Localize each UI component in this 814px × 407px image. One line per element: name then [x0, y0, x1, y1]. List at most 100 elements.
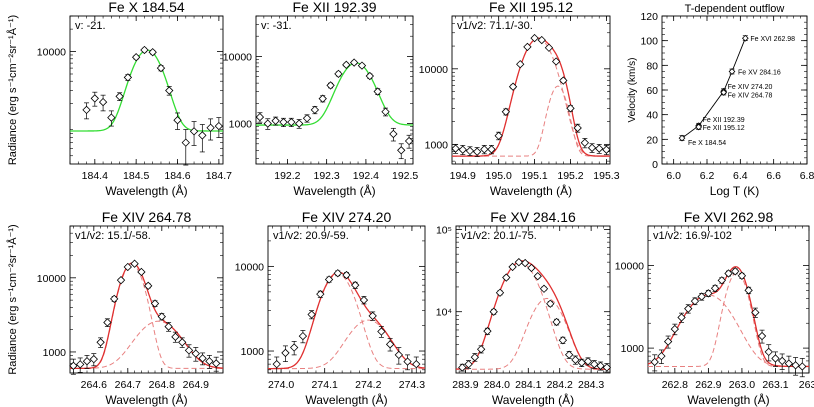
data-point	[173, 112, 182, 130]
fit-component-curve	[648, 294, 809, 367]
x-tick-label: 263.	[799, 379, 814, 391]
x-tick-label: 262.9	[695, 379, 721, 391]
data-point	[82, 102, 91, 120]
diamond-marker	[764, 347, 773, 357]
data-point	[483, 327, 492, 336]
data-point	[298, 330, 308, 344]
data-point	[334, 69, 343, 79]
data-point	[307, 310, 316, 320]
plot-frame	[69, 15, 224, 165]
data-point	[751, 307, 760, 318]
diamond-marker	[501, 107, 511, 116]
data-point	[403, 354, 412, 371]
diamond-marker	[495, 288, 505, 297]
data-point	[181, 129, 190, 166]
y-tick-label: 60	[646, 85, 658, 97]
fit-total-curve	[70, 49, 223, 132]
diamond-marker	[130, 259, 139, 268]
x-tick-label: 284.0	[484, 379, 510, 391]
diamond-marker	[494, 131, 503, 140]
data-point	[678, 134, 686, 142]
diamond-marker	[720, 89, 728, 96]
data-point	[530, 33, 539, 43]
diamond-marker	[595, 144, 604, 153]
diamond-marker	[377, 327, 386, 336]
diamond-marker	[82, 357, 92, 366]
diamond-marker	[508, 262, 517, 272]
diamond-marker	[544, 43, 554, 52]
diamond-marker	[558, 336, 568, 345]
diamond-marker	[131, 53, 141, 62]
diamond-marker	[724, 269, 733, 278]
diamond-marker	[69, 361, 78, 370]
diamond-marker	[602, 145, 611, 154]
chart-title: Fe X 184.54	[108, 0, 184, 15]
data-point	[107, 110, 116, 127]
data-point	[98, 94, 108, 112]
data-point	[116, 275, 126, 285]
point-label: Fe XIV 274.20	[728, 84, 773, 91]
data-point	[559, 76, 568, 85]
diamond-marker	[677, 313, 686, 322]
diamond-marker	[670, 324, 679, 334]
data-point	[389, 127, 398, 142]
panel-fe-xii-195: Fe XII 195.12 v1/v2: 71.1/-30. 194.9 195.0 1…	[419, 0, 620, 198]
data-point	[164, 322, 173, 332]
diamond-marker	[310, 105, 320, 115]
diamond-marker	[137, 267, 146, 277]
diamond-marker	[590, 360, 599, 369]
diamond-marker	[302, 114, 312, 123]
x-tick-label: 195.0	[486, 170, 512, 182]
fit-total-curve	[452, 37, 610, 157]
data-point	[368, 311, 377, 321]
diamond-marker	[551, 57, 561, 66]
diamond-marker	[487, 145, 496, 154]
diamond-marker	[470, 353, 480, 362]
x-tick-label: 192.3	[314, 170, 340, 182]
x-axis-label: Wavelength (Å)	[305, 392, 387, 407]
data-point	[316, 289, 325, 299]
diamond-marker	[523, 42, 532, 52]
diamond-marker	[580, 138, 590, 147]
data-point	[89, 353, 98, 367]
velocity-annotation: v: -31.	[261, 20, 292, 32]
y-tick-label: 80	[646, 60, 658, 72]
diamond-marker	[342, 60, 351, 69]
y-tick-label: 10000	[235, 261, 264, 273]
diamond-marker	[181, 138, 190, 147]
diamond-marker	[290, 343, 299, 352]
diamond-marker	[476, 345, 486, 354]
x-tick-label: 263.1	[762, 379, 788, 391]
data-point	[566, 104, 575, 113]
fit-component-curve	[70, 264, 223, 369]
y-tick-label: 1000	[425, 139, 449, 151]
diamond-marker	[98, 97, 108, 107]
data-point	[684, 304, 693, 314]
plot-frame	[267, 225, 426, 374]
data-point	[571, 355, 580, 365]
diamond-marker	[148, 48, 157, 57]
diamond-marker	[189, 127, 199, 136]
diamond-marker	[465, 146, 475, 156]
data-point	[178, 337, 187, 348]
data-point	[397, 143, 406, 160]
x-tick-label: 284.1	[515, 379, 541, 391]
diamond-marker	[173, 116, 182, 125]
diamond-marker	[744, 286, 753, 295]
data-point	[724, 269, 733, 278]
diamond-marker	[539, 284, 549, 293]
diamond-marker	[316, 289, 325, 299]
data-point	[539, 284, 549, 293]
panel-fe-xvi-262: Fe XVI 262.98 v1/v2: 16.9/-102 262.8 262.9 2…	[615, 209, 814, 407]
data-point	[148, 48, 157, 57]
diamond-marker	[757, 331, 767, 341]
data-point	[508, 82, 518, 91]
x-tick-label: 184.6	[164, 170, 190, 182]
diamond-marker	[359, 295, 369, 305]
diamond-marker	[263, 119, 272, 128]
x-axis-label: Wavelength (Å)	[293, 183, 375, 198]
x-tick-label: 264.6	[81, 379, 107, 391]
diamond-marker	[737, 271, 747, 280]
data-point	[157, 312, 166, 321]
data-point	[741, 34, 749, 42]
